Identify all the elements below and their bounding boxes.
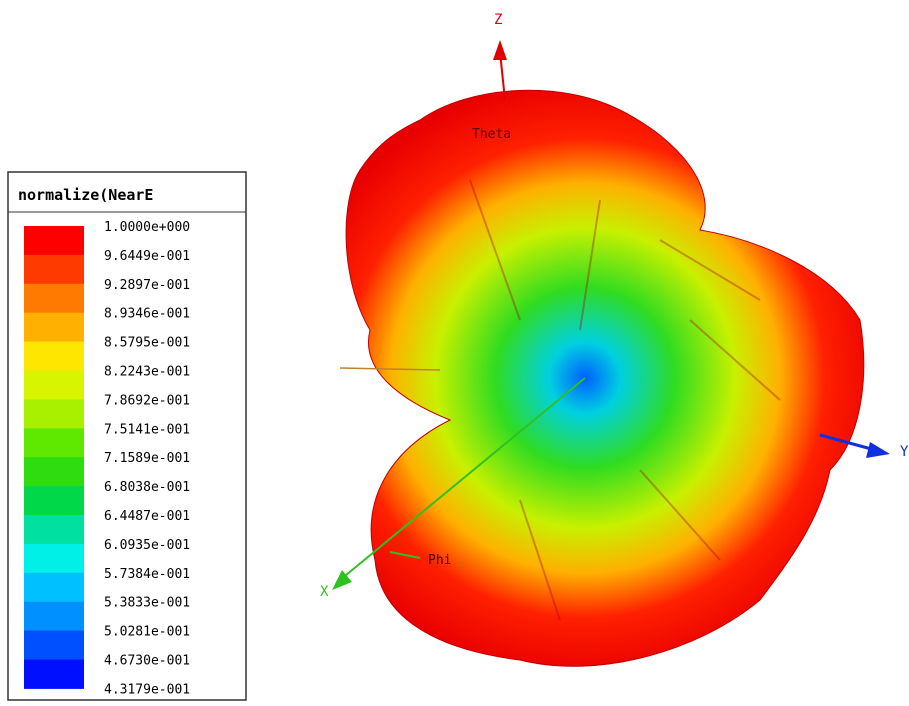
legend-label: 7.1589e-001 bbox=[104, 451, 190, 466]
legend-swatch bbox=[24, 572, 84, 603]
legend-label: 5.3833e-001 bbox=[104, 596, 190, 611]
legend: normalize(NearE 1.0000e+000 9.6449e-001 9.… bbox=[7, 171, 247, 701]
legend-label: 7.8692e-001 bbox=[104, 393, 190, 408]
legend-label: 6.0935e-001 bbox=[104, 538, 190, 553]
legend-swatch bbox=[24, 399, 84, 429]
legend-title: normalize(NearE bbox=[18, 186, 153, 204]
pattern-shading bbox=[469, 179, 781, 621]
legend-label: 4.6730e-001 bbox=[104, 654, 190, 669]
pattern-plot bbox=[345, 89, 865, 667]
axes: Z Y X Theta Phi bbox=[320, 12, 909, 600]
legend-label: 8.5795e-001 bbox=[104, 336, 190, 351]
y-label: Y bbox=[900, 444, 909, 460]
legend-swatch bbox=[24, 283, 84, 314]
phi-label: Phi bbox=[428, 553, 451, 568]
legend-label: 9.6449e-001 bbox=[104, 249, 190, 264]
z-label: Z bbox=[494, 12, 502, 28]
legend-swatch bbox=[24, 486, 84, 516]
phi-arrow bbox=[389, 551, 421, 559]
legend-label: 4.3179e-001 bbox=[104, 682, 190, 697]
legend-swatch bbox=[24, 659, 84, 689]
theta-label: Theta bbox=[472, 127, 511, 142]
legend-label: 6.8038e-001 bbox=[104, 480, 190, 495]
z-arrow bbox=[493, 40, 507, 60]
legend-label: 1.0000e+000 bbox=[104, 220, 190, 235]
y-arrow bbox=[866, 442, 890, 458]
x-axis bbox=[339, 377, 586, 581]
x-label: X bbox=[320, 584, 329, 600]
legend-swatch bbox=[24, 543, 84, 574]
axis-stub bbox=[339, 367, 441, 371]
legend-swatch bbox=[24, 457, 84, 487]
legend-swatch bbox=[24, 341, 84, 371]
legend-label: 6.4487e-001 bbox=[104, 509, 190, 524]
legend-swatch bbox=[24, 312, 84, 343]
radiation-pattern bbox=[345, 89, 865, 667]
legend-swatch bbox=[24, 630, 84, 660]
legend-swatch bbox=[24, 254, 84, 285]
x-arrow bbox=[332, 570, 352, 590]
y-axis bbox=[819, 433, 876, 452]
legend-label: 5.7384e-001 bbox=[104, 567, 190, 582]
legend-swatch bbox=[24, 370, 84, 400]
legend-swatch bbox=[24, 601, 84, 632]
legend-label: 8.9346e-001 bbox=[104, 307, 190, 322]
legend-swatch bbox=[24, 428, 84, 458]
legend-swatch bbox=[24, 515, 84, 545]
legend-swatch bbox=[24, 226, 84, 256]
legend-label: 5.0281e-001 bbox=[104, 625, 190, 640]
legend-label: 8.2243e-001 bbox=[104, 365, 190, 380]
legend-label: 7.5141e-001 bbox=[104, 422, 190, 437]
legend-label: 9.2897e-001 bbox=[104, 278, 190, 293]
